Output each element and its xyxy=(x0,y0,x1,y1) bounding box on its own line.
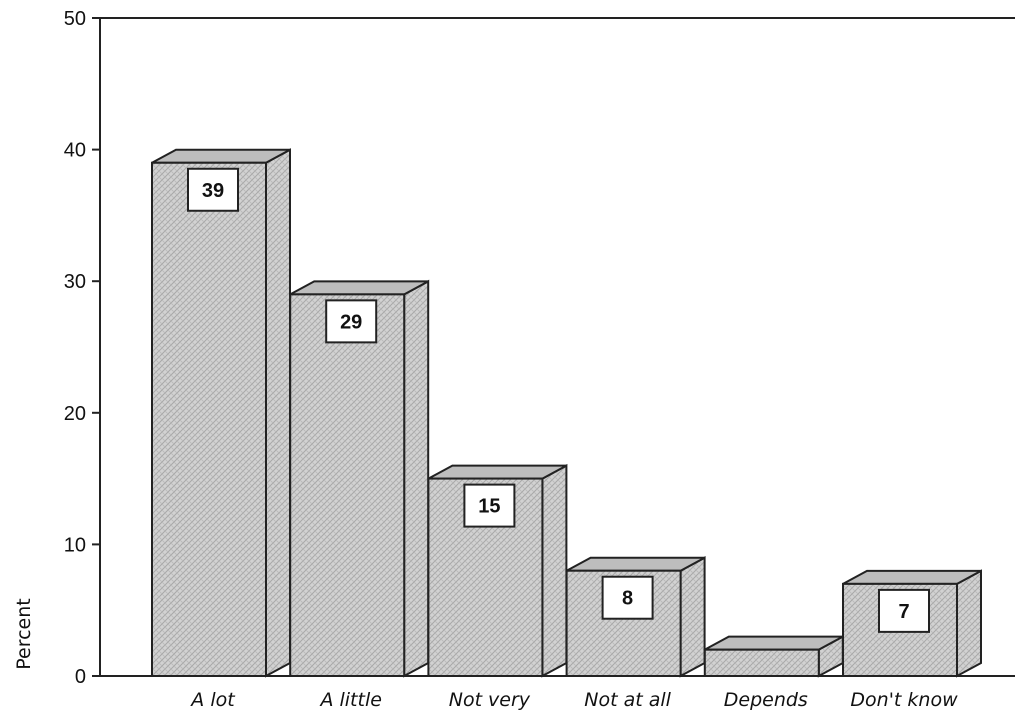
data-label: 8 xyxy=(601,575,654,620)
x-tick-label: Not very xyxy=(449,689,531,711)
bar-side xyxy=(541,463,568,678)
bar-top xyxy=(704,635,844,651)
x-tick-label: Depends xyxy=(724,689,808,711)
data-label: 29 xyxy=(325,299,378,344)
x-tick-label: A lot xyxy=(189,689,236,711)
y-tick-label: 40 xyxy=(64,140,86,162)
data-label-text: 15 xyxy=(478,496,500,518)
bar-top xyxy=(151,148,291,164)
bar-side xyxy=(265,148,291,678)
bar-side xyxy=(679,556,706,678)
bar-front xyxy=(151,161,267,677)
data-label-box xyxy=(325,299,378,344)
bar-top xyxy=(427,464,567,480)
bar xyxy=(427,463,568,678)
bar-front xyxy=(703,648,820,677)
bar xyxy=(703,635,844,678)
data-label-text: 7 xyxy=(898,601,909,623)
bars: 39 29 15 8 7 xyxy=(151,148,982,678)
bar-top xyxy=(842,569,982,585)
bar-top xyxy=(566,556,706,572)
bar-side xyxy=(956,569,982,678)
x-tick-label: Don't know xyxy=(850,689,958,711)
data-label-box xyxy=(878,588,930,633)
y-tick-label: 20 xyxy=(64,403,86,425)
bar-side xyxy=(403,279,430,678)
bar xyxy=(289,279,430,678)
y-tick-label: 0 xyxy=(75,666,86,688)
data-label: 39 xyxy=(187,167,239,212)
y-tick-label: 50 xyxy=(64,8,86,30)
data-label-box xyxy=(463,483,516,528)
data-label-text: 29 xyxy=(340,311,362,333)
data-label-text: 39 xyxy=(202,180,224,202)
data-label-text: 8 xyxy=(622,588,633,610)
y-ticks: 0 10 20 30 40 50 xyxy=(64,8,100,688)
x-tick-label: Not at all xyxy=(584,689,671,711)
bar-front xyxy=(289,293,406,677)
data-label: 15 xyxy=(463,483,516,528)
x-tick-labels: A lot A little Not very Not at all Depends Do… xyxy=(189,689,958,711)
bar-top xyxy=(289,280,429,296)
x-tick-label: A little xyxy=(318,689,381,711)
y-tick-label: 30 xyxy=(64,271,86,293)
y-tick-label: 10 xyxy=(64,534,86,556)
data-label-box xyxy=(601,575,654,620)
y-axis-label: Percent xyxy=(13,598,35,670)
bar xyxy=(151,148,291,678)
data-label-box xyxy=(187,167,239,212)
data-label: 7 xyxy=(878,588,930,633)
